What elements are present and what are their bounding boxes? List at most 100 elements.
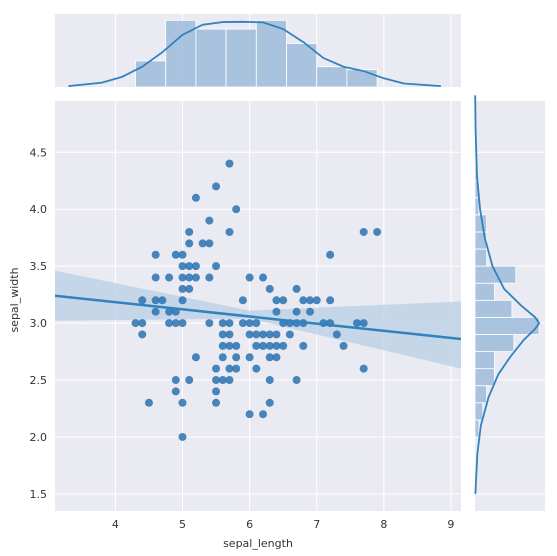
scatter-point [191, 273, 200, 282]
scatter-point [265, 376, 274, 385]
x-tick-label: 4 [112, 518, 119, 531]
top-hist-bar [286, 43, 318, 88]
scatter-point [306, 296, 315, 305]
x-tick-label: 7 [313, 518, 320, 531]
marginal-x-panel [55, 14, 461, 88]
top-hist-bar [195, 28, 227, 88]
scatter-point [252, 364, 261, 373]
top-hist-bar [135, 60, 167, 88]
y-tick-label: 1.5 [30, 488, 48, 501]
scatter-point [292, 284, 301, 293]
scatter-point [359, 227, 368, 236]
right-hist-bar [474, 419, 480, 438]
x-tick-label: 5 [179, 518, 186, 531]
scatter-point [212, 364, 221, 373]
right-hist-bar [474, 316, 540, 335]
scatter-point [138, 319, 147, 328]
scatter-point [312, 296, 321, 305]
scatter-point [272, 330, 281, 339]
scatter-point [252, 341, 261, 350]
scatter-point [272, 307, 281, 316]
scatter-point [339, 341, 348, 350]
y-tick-label: 2.5 [30, 374, 48, 387]
scatter-point [212, 376, 221, 385]
scatter-point [225, 364, 234, 373]
top-hist-bar [316, 66, 348, 88]
main-plot-area [55, 159, 461, 441]
scatter-point [306, 307, 315, 316]
scatter-point [131, 319, 140, 328]
scatter-point [191, 262, 200, 271]
scatter-point [238, 319, 247, 328]
scatter-panel: 4 5 6 7 8 9 1.5 2.0 2.5 3.0 3.5 4.0 4.5 [30, 101, 461, 531]
scatter-point [178, 432, 187, 441]
scatter-point [326, 296, 335, 305]
y-tick-label: 4.0 [30, 203, 48, 216]
scatter-point [326, 250, 335, 259]
scatter-point [144, 398, 153, 407]
scatter-point [178, 398, 187, 407]
scatter-point [218, 341, 227, 350]
scatter-point [252, 330, 261, 339]
scatter-point [265, 330, 274, 339]
y-tick-label: 3.5 [30, 260, 48, 273]
scatter-point [151, 307, 160, 316]
scatter-point [178, 273, 187, 282]
scatter-point [151, 273, 160, 282]
scatter-point [245, 353, 254, 362]
y-tick-label: 4.5 [30, 146, 48, 159]
x-axis-label: sepal_length [223, 537, 293, 550]
scatter-point [259, 341, 268, 350]
scatter-point [232, 364, 241, 373]
right-hist-bar [474, 197, 480, 216]
scatter-point [265, 353, 274, 362]
top-hist-bar [255, 19, 287, 88]
scatter-point [265, 398, 274, 407]
right-hist-bar [474, 368, 495, 387]
right-kde-curve [474, 95, 541, 494]
right-hist-bar [474, 402, 484, 421]
scatter-point [332, 330, 341, 339]
scatter-point [171, 250, 180, 259]
scatter-point [158, 296, 167, 305]
scatter-point [232, 353, 241, 362]
scatter-point [185, 376, 194, 385]
scatter-point [359, 364, 368, 373]
scatter-point [225, 341, 234, 350]
scatter-point [373, 227, 382, 236]
scatter-point [178, 250, 187, 259]
scatter-point [218, 353, 227, 362]
scatter-point [232, 205, 241, 214]
scatter-point [171, 319, 180, 328]
scatter-point [259, 410, 268, 419]
scatter-point [185, 227, 194, 236]
scatter-point [225, 330, 234, 339]
scatter-point [232, 341, 241, 350]
x-tick-label: 6 [246, 518, 253, 531]
scatter-point [245, 330, 254, 339]
scatter-point [205, 239, 214, 248]
scatter-point [245, 273, 254, 282]
marginal-y-panel [474, 95, 545, 511]
scatter-point [352, 319, 361, 328]
right-hist-bar [474, 334, 515, 352]
scatter-point [205, 273, 214, 282]
scatter-point [212, 387, 221, 396]
scatter-point [212, 398, 221, 407]
right-hist-bar [474, 299, 513, 318]
scatter-point [225, 227, 234, 236]
scatter-point [259, 330, 268, 339]
scatter-point [165, 307, 174, 316]
scatter-point [225, 159, 234, 168]
right-hist-bar [474, 282, 495, 301]
scatter-point [138, 330, 147, 339]
scatter-point [218, 376, 227, 385]
scatter-point [165, 273, 174, 282]
scatter-point [171, 376, 180, 385]
scatter-point [225, 319, 234, 328]
scatter-point [259, 273, 268, 282]
scatter-point [185, 262, 194, 271]
top-kde-curve [68, 20, 441, 88]
scatter-point [299, 296, 308, 305]
scatter-point [171, 387, 180, 396]
